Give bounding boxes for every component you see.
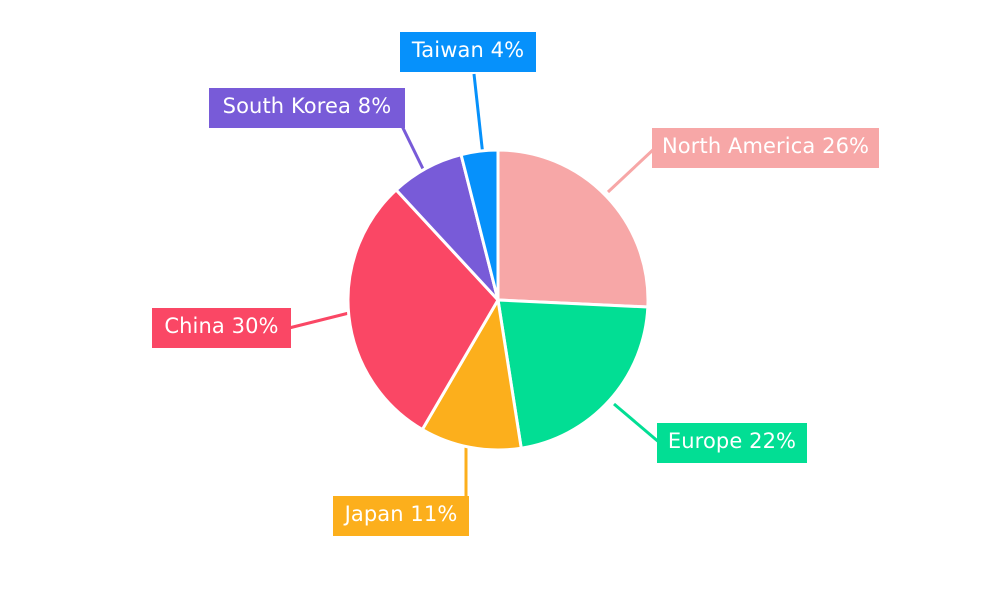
pie-label-china[interactable]: China 30%: [152, 308, 291, 348]
pie-slice-taiwan[interactable]: [459, 148, 500, 302]
pie-label-japan[interactable]: Japan 11%: [333, 496, 469, 536]
pie-slice-japan[interactable]: [420, 298, 523, 452]
leader-line-europe: [613, 402, 661, 445]
pie-label-south-korea[interactable]: South Korea 8%: [209, 88, 405, 128]
pie-label-taiwan[interactable]: Taiwan 4%: [400, 32, 536, 72]
pie-label-europe[interactable]: Europe 22%: [657, 423, 807, 463]
pie-slice-europe[interactable]: [496, 298, 650, 450]
pie-slices-group: [346, 148, 650, 452]
pie-slice-north-america[interactable]: [496, 148, 650, 309]
leader-line-china: [288, 311, 350, 330]
pie-slice-china[interactable]: [346, 188, 500, 432]
pie-label-north-america[interactable]: North America 26%: [652, 128, 880, 168]
leader-line-north-america: [606, 146, 657, 194]
leader-line-taiwan: [472, 73, 485, 157]
